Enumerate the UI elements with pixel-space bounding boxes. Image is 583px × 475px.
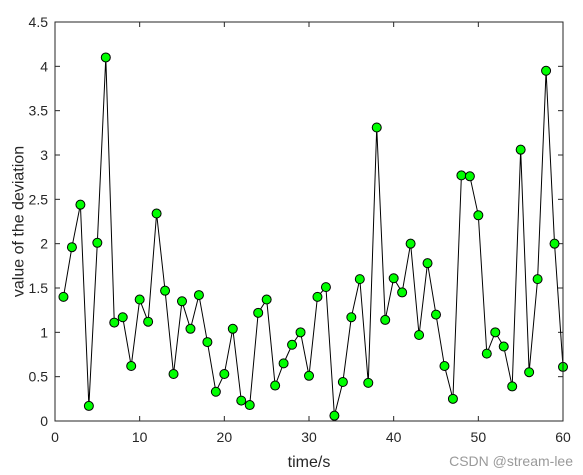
data-point: [253, 307, 264, 318]
data-point: [464, 171, 475, 182]
watermark: CSDN @stream-lee: [449, 453, 573, 469]
x-tick-label: 20: [217, 429, 233, 445]
data-point: [320, 282, 331, 293]
y-axis-ticks: 0 0.5 1 1.5 2 2.5 3 3.5 4 4.5: [29, 14, 563, 429]
data-point: [227, 323, 238, 334]
data-point: [143, 316, 154, 327]
data-point: [58, 291, 69, 302]
data-point: [524, 367, 535, 378]
data-point: [92, 237, 103, 248]
data-point: [431, 309, 441, 320]
y-tick-label: 4: [40, 58, 48, 74]
data-point: [371, 122, 382, 133]
data-point: [405, 238, 416, 249]
y-tick-label: 3.5: [29, 103, 49, 119]
x-tick-label: 60: [555, 429, 571, 445]
data-point: [490, 327, 501, 338]
data-point: [295, 327, 306, 338]
data-point: [397, 287, 408, 298]
data-point: [236, 395, 247, 406]
data-point: [541, 65, 552, 76]
data-point: [210, 386, 221, 397]
y-tick-label: 2: [40, 236, 48, 252]
series-line: [62, 57, 564, 416]
data-point: [507, 381, 518, 392]
data-point: [83, 400, 94, 411]
plot-frame: [54, 21, 564, 422]
data-point: [270, 380, 281, 391]
data-point: [177, 296, 187, 307]
x-axis-ticks: 0 10 20 30 40 50 60: [51, 22, 571, 445]
data-point: [75, 199, 86, 210]
data-point: [388, 273, 399, 284]
data-point: [414, 329, 425, 340]
data-point: [481, 348, 492, 359]
y-tick-label: 4.5: [29, 14, 49, 30]
data-point: [549, 238, 560, 249]
y-axis-label: value of the deviation: [11, 146, 28, 297]
data-point: [109, 317, 120, 328]
data-point: [193, 290, 204, 301]
data-point: [168, 369, 179, 380]
y-tick-label: 0: [40, 413, 48, 429]
data-point: [346, 312, 357, 323]
data-point: [100, 52, 111, 63]
y-tick-label: 2.5: [29, 191, 49, 207]
data-markers: [58, 52, 568, 421]
x-tick-label: 10: [132, 429, 148, 445]
data-point: [117, 312, 128, 323]
data-point: [244, 400, 255, 411]
data-point: [219, 369, 230, 380]
data-point: [515, 144, 526, 155]
data-point: [261, 294, 272, 305]
data-point: [287, 339, 298, 350]
data-point: [185, 323, 196, 334]
data-point: [363, 377, 374, 388]
data-point: [126, 361, 137, 372]
data-point: [498, 341, 509, 352]
data-point: [439, 361, 450, 372]
data-point: [354, 274, 365, 285]
x-tick-label: 30: [301, 429, 317, 445]
y-tick-label: 0.5: [29, 369, 49, 385]
x-axis-label: time/s: [288, 454, 331, 471]
data-point: [304, 370, 314, 381]
data-point: [202, 337, 213, 348]
data-point: [329, 410, 340, 421]
y-tick-label: 1.5: [29, 280, 49, 296]
data-point: [337, 376, 348, 387]
data-point: [134, 294, 145, 305]
data-point: [422, 258, 433, 269]
data-point: [312, 291, 323, 302]
data-point: [66, 242, 77, 253]
data-point: [380, 314, 391, 325]
data-point: [456, 170, 467, 181]
x-tick-label: 0: [51, 429, 59, 445]
y-tick-label: 3: [40, 147, 48, 163]
x-tick-label: 50: [471, 429, 487, 445]
data-point: [278, 358, 289, 369]
x-tick-label: 40: [386, 429, 402, 445]
data-point: [151, 208, 162, 219]
y-tick-label: 1: [40, 324, 48, 340]
data-point: [473, 210, 484, 221]
data-point: [447, 393, 458, 404]
data-point: [160, 285, 171, 296]
data-point: [532, 274, 543, 285]
